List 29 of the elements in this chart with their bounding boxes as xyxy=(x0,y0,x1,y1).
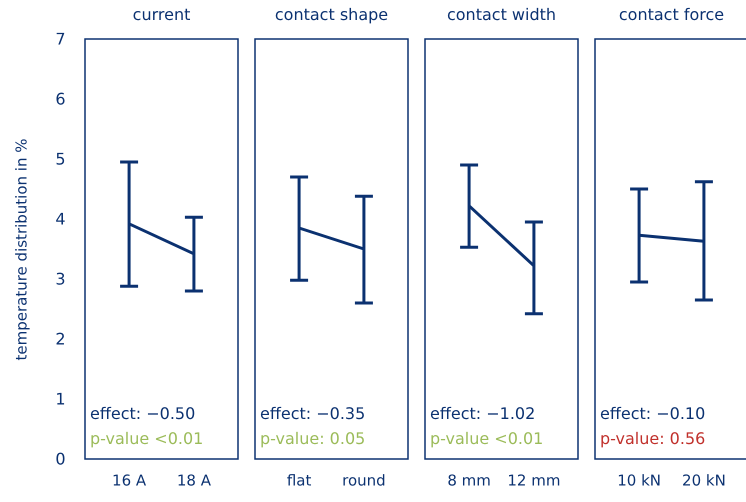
x-tick-label: 8 mm xyxy=(447,472,491,490)
x-tick-label: 12 mm xyxy=(507,472,560,490)
annotation: effect: −1.02 xyxy=(430,404,536,423)
y-tick-label: 1 xyxy=(55,390,66,408)
annotation: p-value: 0.05 xyxy=(260,429,366,448)
y-tick-label: 4 xyxy=(55,210,66,228)
x-tick-label: round xyxy=(342,472,386,490)
annotation: effect: −0.50 xyxy=(90,404,196,423)
annotation: effect: −0.35 xyxy=(260,404,366,423)
annotation: p-value: 0.56 xyxy=(600,429,706,448)
y-tick-label: 0 xyxy=(55,450,66,468)
annotation: p-value <0.01 xyxy=(90,429,204,448)
y-axis-title: temperature distribution in % xyxy=(12,138,30,360)
y-tick-label: 2 xyxy=(55,330,66,348)
chart-title: contact shape xyxy=(274,5,388,24)
y-tick-label: 6 xyxy=(55,90,66,108)
chart-title: contact width xyxy=(446,5,556,24)
chart-title: current xyxy=(132,5,190,24)
annotation: p-value <0.01 xyxy=(430,429,544,448)
x-tick-label: 16 A xyxy=(112,472,147,490)
x-tick-label: flat xyxy=(286,472,312,490)
y-tick-label: 7 xyxy=(55,30,66,48)
annotation: effect: −0.10 xyxy=(600,404,706,423)
x-tick-label: 10 kN xyxy=(617,472,661,490)
x-tick-label: 20 kN xyxy=(682,472,726,490)
y-tick-label: 3 xyxy=(55,270,66,288)
x-tick-label: 18 A xyxy=(176,472,212,490)
y-tick-label: 5 xyxy=(55,150,66,168)
chart-title: contact force xyxy=(618,5,724,24)
